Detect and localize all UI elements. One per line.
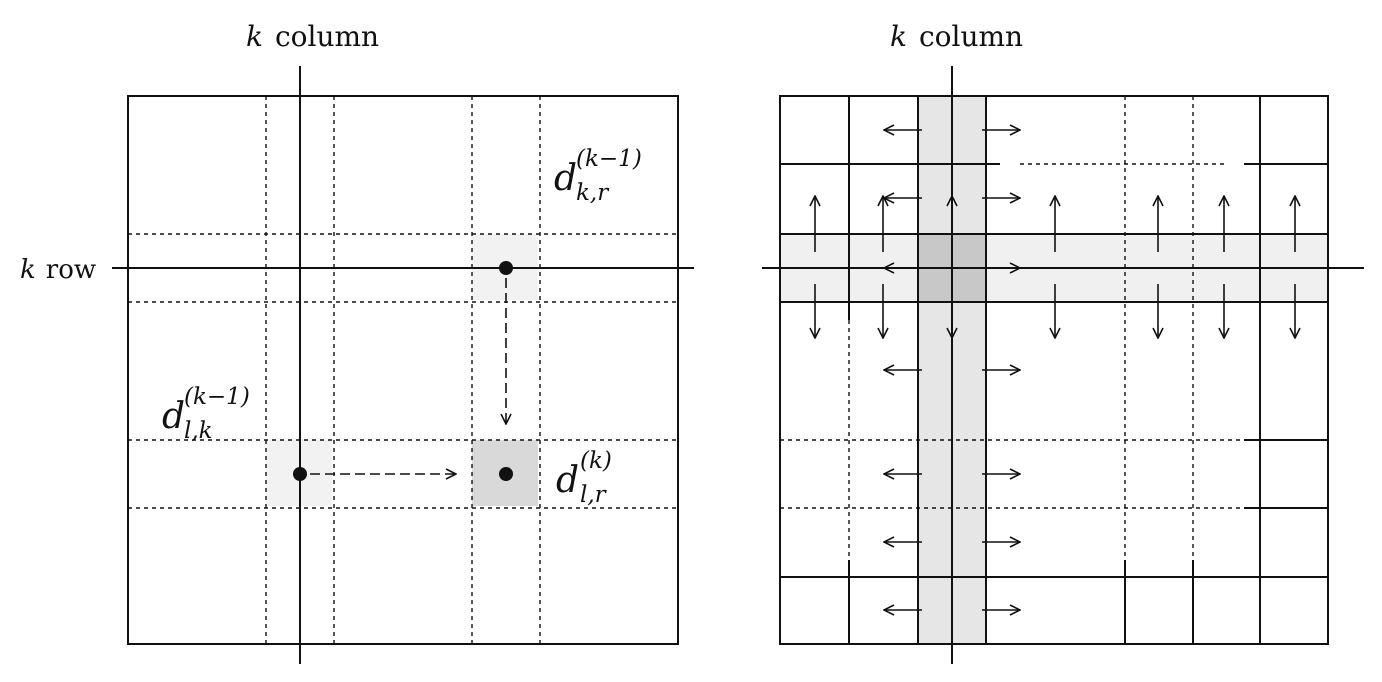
left-row-label: k row bbox=[20, 255, 96, 285]
left-panel: k column k row d (k−1) k,r d (k−1) l,k d (… bbox=[20, 20, 694, 664]
svg-text:l,k: l,k bbox=[184, 418, 213, 444]
svg-text:l,r: l,r bbox=[580, 482, 608, 508]
right-solid-grid bbox=[780, 96, 1328, 644]
right-broadcast-arrows bbox=[815, 130, 1295, 610]
dot-k-r bbox=[499, 261, 513, 275]
svg-text:(k−1): (k−1) bbox=[576, 146, 642, 172]
svg-text:d: d bbox=[554, 158, 577, 199]
right-dashed-grid bbox=[780, 96, 1244, 560]
left-dashed-grid bbox=[128, 96, 678, 644]
right-column-label: k column bbox=[890, 20, 1023, 53]
svg-text:(k): (k) bbox=[580, 448, 612, 474]
dot-l-k bbox=[293, 467, 307, 481]
right-panel: k column bbox=[762, 20, 1364, 664]
left-column-label: k column bbox=[246, 20, 379, 53]
label-d-l-k: d (k−1) l,k bbox=[162, 384, 250, 444]
svg-text:d: d bbox=[556, 460, 579, 501]
label-d-k-r: d (k−1) k,r bbox=[554, 146, 642, 206]
dot-l-r bbox=[499, 467, 513, 481]
svg-text:(k−1): (k−1) bbox=[184, 384, 250, 410]
label-d-l-r: d (k) l,r bbox=[556, 448, 612, 508]
svg-text:d: d bbox=[162, 396, 185, 437]
right-matrix-border bbox=[779, 95, 1329, 645]
svg-text:k,r: k,r bbox=[576, 180, 610, 206]
left-matrix-border bbox=[127, 95, 679, 645]
